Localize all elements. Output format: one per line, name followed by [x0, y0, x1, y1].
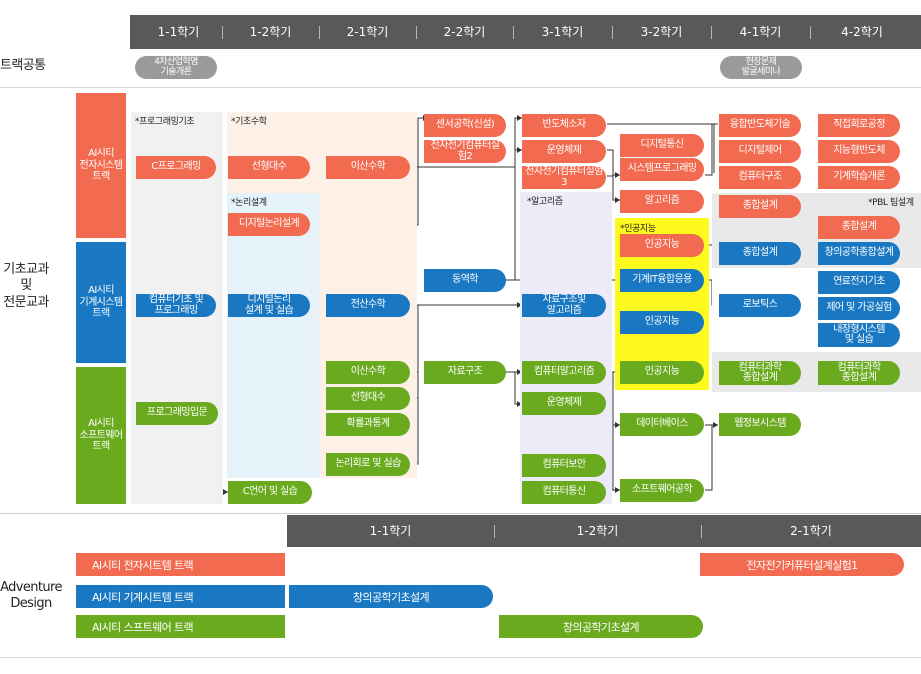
- course-pill: 선형대수: [326, 387, 410, 410]
- course-pill: 센서공학(신설): [424, 114, 506, 137]
- course-pill: 시스템프로그래밍: [620, 158, 704, 181]
- course-pill: 논리회로 및 실습: [326, 453, 410, 476]
- course-pill: 창의공학기초설계: [499, 615, 703, 638]
- course-pill: 디지털논리 설계 및 실습: [228, 294, 310, 317]
- track-mechanical: AI시티 기계시스템 트랙: [76, 242, 126, 363]
- course-pill: 운영체제: [522, 140, 606, 163]
- course-pill: 데이터베이스: [620, 413, 704, 436]
- course-pill: C언어 및 실습: [228, 481, 312, 504]
- course-pill: 지능형반도체: [818, 140, 900, 163]
- semester-label: 4-2학기: [841, 25, 883, 39]
- course-pill: 종합설계: [719, 242, 801, 265]
- semester-divider: [810, 26, 811, 39]
- course-pill: 확률과통계: [326, 413, 410, 436]
- course-pill: 자료구조: [424, 361, 506, 384]
- semester-label: 3-1학기: [541, 25, 584, 39]
- course-pill: 융합반도체기술: [719, 114, 801, 137]
- region-label: *알고리즘: [527, 197, 563, 207]
- course-pill: 인공지능: [620, 234, 704, 257]
- semester-label: 3-2학기: [640, 25, 683, 39]
- core-section-label: 기초교과 및 전문교과: [3, 262, 49, 310]
- adventure-semester-bar: 1-1학기 1-2학기 2-1학기: [287, 515, 921, 547]
- course-pill: 제어 및 가공실험: [818, 297, 900, 320]
- algorithm-region: [520, 192, 612, 504]
- course-pill: 컴퓨터구조: [719, 166, 801, 189]
- adventure-track-software: AI시티 스프트웨어 트랙: [76, 615, 285, 638]
- semester-label: 1-1학기: [369, 524, 412, 538]
- course-pill: 인공지능: [620, 361, 704, 384]
- adventure-design-label: Adventure Design: [0, 580, 62, 612]
- track-electronics: AI시티 전자시스템 트랙: [76, 93, 126, 238]
- course-pill: 현장문제 발굴세미나: [720, 56, 802, 79]
- semester-label: 1-2학기: [576, 524, 619, 538]
- course-pill: C프로그래밍: [136, 156, 216, 179]
- course-pill: 전산수학: [326, 294, 410, 317]
- semester-divider: [513, 26, 514, 39]
- region-label: *기초수학: [231, 117, 267, 127]
- course-pill: 디지털논리설계: [228, 213, 310, 236]
- course-pill: 연료전지기초: [818, 271, 900, 294]
- course-pill: 알고리즘: [620, 190, 704, 213]
- course-pill: 디지털통신: [620, 134, 704, 157]
- semester-divider: [319, 26, 320, 39]
- region-label: *PBL 팀설계: [868, 198, 914, 208]
- course-pill: 직접회로공정: [818, 114, 900, 137]
- course-pill: 운영체제: [522, 392, 606, 415]
- course-pill: 창의공학종합설계: [818, 242, 900, 265]
- semester-divider: [416, 26, 417, 39]
- course-pill: 인공지능: [620, 311, 704, 334]
- course-pill: 종합설계: [719, 195, 801, 218]
- course-pill: 컴퓨터과학 종합설계: [818, 361, 900, 385]
- semester-header-bar: 1-1학기 1-2학기 2-1학기 2-2학기 3-1학기 3-2학기 4-1학…: [130, 15, 921, 49]
- semester-label: 2-1학기: [346, 25, 389, 39]
- semester-label: 2-2학기: [443, 25, 486, 39]
- region-label: *논리설계: [231, 198, 267, 208]
- semester-divider: [711, 26, 712, 39]
- row-divider: [0, 87, 921, 88]
- semester-label: 1-1학기: [157, 25, 200, 39]
- semester-divider: [701, 525, 702, 538]
- adventure-track-electronics: AI시티 전자시트템 트랙: [76, 553, 285, 576]
- common-track-label: 트랙공통: [0, 58, 46, 73]
- section-divider: [0, 513, 921, 514]
- course-pill: 디지털제어: [719, 140, 801, 163]
- course-pill: 컴퓨터보안: [522, 454, 606, 477]
- course-pill: 기계학습개론: [818, 166, 900, 189]
- semester-divider: [222, 26, 223, 39]
- course-pill: 소프트웨어공학: [620, 479, 704, 502]
- course-pill: 전자전기컴퓨터실험3: [522, 166, 606, 189]
- course-pill: 컴퓨터알고리즘: [522, 361, 606, 384]
- semester-label: 1-2학기: [249, 25, 292, 39]
- region-label: *프로그래밍기초: [135, 117, 195, 127]
- semester-label: 4-1학기: [739, 25, 782, 39]
- course-pill: 이산수학: [326, 156, 410, 179]
- course-pill: 컴퓨터기초 및 프로그래밍: [136, 294, 216, 317]
- adventure-track-mechanical: AI시티 기계시트템 트랙: [76, 585, 285, 608]
- course-pill: 기계IT융합응용: [620, 269, 704, 292]
- course-pill: 컴퓨터통신: [522, 481, 606, 504]
- region-label: *인공지능: [620, 224, 656, 234]
- course-pill: 로보틱스: [719, 294, 801, 317]
- semester-divider: [612, 26, 613, 39]
- course-pill: 선형대수: [228, 156, 310, 179]
- course-pill: 자료구조및 알고리즘: [522, 294, 606, 317]
- track-software: AI시티 소프트웨어 트랙: [76, 367, 126, 504]
- course-pill: 이산수학: [326, 361, 410, 384]
- course-pill: 반도체소자: [522, 114, 606, 137]
- course-pill: 프로그래밍입문: [136, 402, 218, 425]
- course-pill: 웹정보시스템: [719, 413, 801, 436]
- course-pill: 전자전기커퓨터설계실험1: [700, 553, 904, 576]
- course-pill: 내장형시스템 및 실습: [818, 323, 900, 347]
- bottom-divider: [0, 657, 921, 658]
- course-pill: 동역학: [424, 269, 506, 292]
- course-pill: 컴퓨터과학 종합설계: [719, 361, 801, 385]
- course-pill: 4차산업혁명 기술개론: [135, 56, 217, 79]
- logic-design-region: [227, 193, 319, 478]
- semester-divider: [494, 525, 495, 538]
- course-pill: 창의공학기초설계: [289, 585, 493, 608]
- course-pill: 전자전기컴퓨터실험2: [424, 140, 506, 163]
- course-pill: 종합설계: [818, 216, 900, 239]
- semester-label: 2-1학기: [790, 524, 832, 538]
